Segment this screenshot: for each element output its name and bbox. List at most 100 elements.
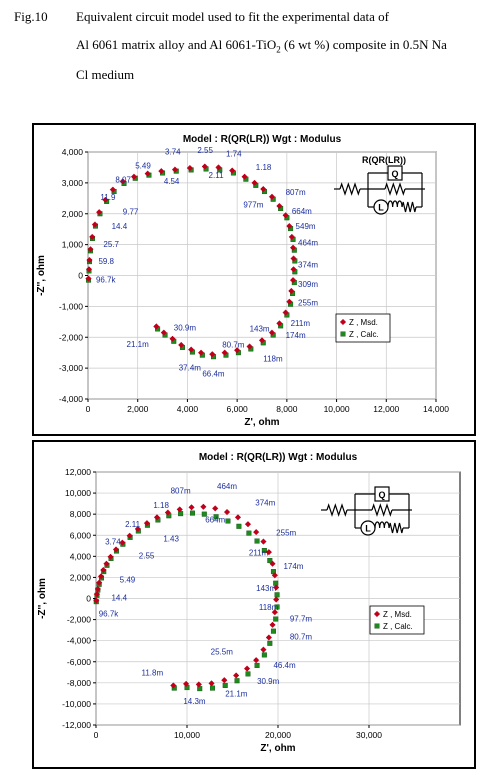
nyquist-plot-top: Model : R(QR(LR)) Wgt : Modulus 0 2,000 4,0… [36,134,449,428]
x-tick-label: 2,000 [127,404,149,414]
frequency-label: 807m [286,188,306,197]
frequency-label: 46.4m [273,661,296,670]
calc-point [261,548,267,554]
x-axis-label: Z', ohm [260,743,295,754]
y-tick-label: 0 [86,594,91,604]
legend-entry-measured: Z , Msd. [349,318,378,327]
cpe-box [387,165,403,181]
measured-point [268,329,276,336]
measured-point [268,193,276,200]
frequency-label: 14.4 [111,594,127,603]
y-tick-label: 2,000 [70,572,92,582]
cpe-label: Q [378,490,385,500]
y-tick-label: 12,000 [65,467,91,477]
figure-label: Fig.10 [14,9,48,24]
measured-point [212,505,219,512]
measured-point [107,553,114,561]
circuit-label: R(QR(LR)) [362,155,406,165]
frequency-label: 664m [205,516,225,525]
measured-point [87,246,94,253]
measured-point [271,572,278,579]
frequency-label: 30.9m [174,323,197,332]
cpe-box [374,486,390,502]
frequency-label: 464m [217,482,237,491]
resistor-symbol [384,182,406,196]
measured-point [188,346,195,353]
frequency-label: 118m [263,354,283,363]
measured-point [273,584,280,591]
frequency-labels: 807m 464m 1.18 374m 664m 2.11 255m 1.43 3.74 2.55… [99,482,313,706]
measured-point [169,335,176,342]
measured-point [232,672,240,679]
measured-point [164,509,172,516]
measured-point [160,329,167,336]
measured-point [223,508,231,516]
frequency-label: 977m [243,201,263,210]
x-tick-label: 0 [86,404,91,414]
measured-point [260,538,267,545]
frequency-label: 21.1m [225,690,248,699]
frequency-label: 807m [171,487,191,496]
y-tick-label: 6,000 [70,530,92,540]
measured-point [241,173,248,180]
measured-point [188,504,195,511]
measured-point [94,585,101,593]
legend-marker-calc [340,331,346,337]
frequency-label: 1.43 [163,535,179,544]
frequency-label: 174m [283,562,303,571]
calc-point [201,511,207,517]
measured-point [158,167,165,175]
frequency-label: 30.9m [257,677,280,686]
frequency-label: 1.18 [256,163,272,172]
axes: 0 10,000 20,000 30,000 12,000 10,000 8,000 6,00… [37,467,382,754]
frequency-label: 2.11 [209,171,225,180]
frequency-label: 4.54 [164,177,180,186]
frequency-label: 9.77 [123,208,139,217]
measured-point [126,532,133,539]
y-tick-label: 8,000 [70,509,92,519]
measured-point [243,665,251,672]
frequency-label: 2.11 [125,520,141,529]
calc-point [273,616,279,622]
frequency-label: 464m [298,239,318,248]
measured-point [170,682,177,689]
x-tick-label: 8,000 [276,404,298,414]
measured-point [100,566,107,574]
frequency-label: 25.5m [211,647,234,656]
measured-point [269,560,276,567]
measured-point [112,546,120,553]
measured-point [119,539,126,546]
measured-point [233,347,241,354]
frequency-label: 21.1m [127,340,150,349]
caption-line-3: Cl medium [76,67,135,82]
measured-point [289,244,297,251]
frequency-label: 14.4 [112,222,128,231]
measured-point [253,528,260,536]
measured-point [208,680,215,687]
frequency-label: 8.07 [115,175,131,184]
measured-point [89,233,96,241]
calc-point [267,640,273,646]
calc-point [178,511,184,517]
legend: Z , Msd. Z , Calc. [369,605,425,635]
measured-point [286,298,293,305]
frequency-label: 14.3m [183,697,206,706]
y-tick-label: 2,000 [62,209,84,219]
frequency-label: 174m [286,331,306,340]
frequency-label: 11.8m [142,668,164,677]
frequency-label: 3.74 [105,538,121,547]
measured-point [221,349,228,356]
measured-point [253,657,260,664]
measured-point [86,256,93,264]
y-tick-label: 4,000 [62,147,84,157]
x-tick-label: 6,000 [227,404,249,414]
frequency-label: 664m [292,207,312,216]
x-tick-label: 0 [94,730,99,740]
legend-entry-calc: Z , Calc. [349,330,379,339]
calc-point [270,628,276,634]
frequency-label: 309m [298,280,318,289]
calc-point [234,678,240,684]
measured-point [103,560,110,567]
legend-box [369,605,425,635]
nyquist-plot-panel-bottom: Model : R(QR(LR)) Wgt : Modulus 0 10,000 20… [32,440,476,769]
